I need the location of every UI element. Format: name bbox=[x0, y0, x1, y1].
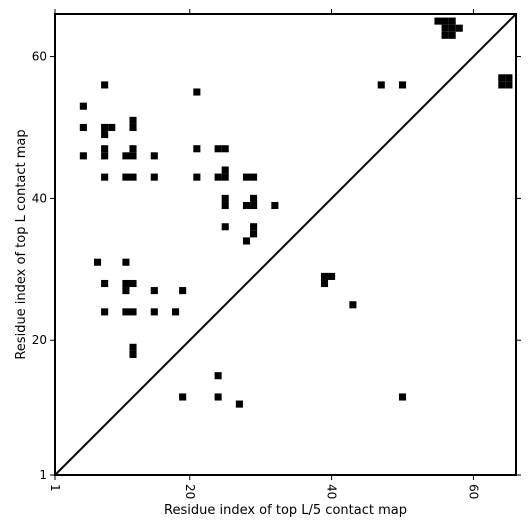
contact-cell bbox=[101, 173, 109, 181]
contact-cell bbox=[242, 173, 251, 181]
contact-cell bbox=[398, 81, 407, 89]
y-tick-label: 60 bbox=[32, 50, 47, 64]
contact-cell bbox=[221, 166, 229, 174]
contact-cell bbox=[193, 88, 201, 96]
contact-cell bbox=[150, 308, 158, 316]
contact-cell bbox=[221, 201, 229, 210]
contact-cell bbox=[101, 123, 109, 132]
contact-cell bbox=[448, 24, 456, 32]
contact-cell bbox=[150, 152, 158, 160]
contact-cell bbox=[179, 287, 187, 295]
contact-cell bbox=[221, 173, 229, 181]
contact-cell bbox=[101, 152, 109, 160]
contact-cell bbox=[129, 123, 137, 132]
contact-cell bbox=[441, 24, 449, 32]
contact-cell bbox=[193, 173, 201, 181]
contact-cell bbox=[179, 393, 187, 401]
contact-cell bbox=[250, 194, 258, 202]
contact-cell bbox=[129, 343, 137, 351]
contact-cell bbox=[214, 372, 222, 380]
contact-cell bbox=[129, 279, 137, 288]
diagonal-line bbox=[54, 13, 517, 476]
contact-cell bbox=[122, 258, 130, 266]
contact-cell bbox=[398, 393, 407, 401]
contact-cell bbox=[498, 81, 506, 89]
contact-cell bbox=[122, 308, 130, 316]
contact-cell bbox=[214, 393, 222, 401]
contact-cell bbox=[349, 301, 357, 309]
contact-cells bbox=[79, 17, 513, 408]
contact-cell bbox=[101, 308, 109, 316]
contact-cell bbox=[94, 258, 102, 266]
contact-cell bbox=[242, 237, 251, 245]
contact-cell bbox=[122, 279, 130, 288]
y-tick-label: 40 bbox=[32, 191, 47, 205]
x-tick-label: 60 bbox=[466, 484, 480, 499]
contact-cell bbox=[250, 201, 258, 210]
x-tick-label: 20 bbox=[183, 484, 197, 499]
contact-cell bbox=[250, 173, 258, 181]
contact-cell bbox=[129, 152, 137, 160]
plot-frame bbox=[54, 13, 517, 476]
contact-cell bbox=[441, 31, 449, 39]
contact-cell bbox=[434, 17, 442, 25]
contact-cell bbox=[129, 173, 137, 181]
contact-cell bbox=[129, 145, 137, 153]
contact-cell bbox=[108, 123, 116, 132]
contact-cell bbox=[101, 131, 109, 139]
contact-cell bbox=[441, 17, 449, 25]
contact-cell bbox=[129, 116, 137, 124]
contact-cell bbox=[101, 279, 109, 288]
contact-cell bbox=[455, 24, 463, 32]
contact-cell bbox=[122, 152, 130, 160]
contact-cell bbox=[122, 173, 130, 181]
contact-cell bbox=[122, 287, 130, 295]
contact-cell bbox=[101, 81, 109, 89]
contact-cell bbox=[221, 145, 229, 153]
contact-cell bbox=[448, 17, 456, 25]
x-tick-label: 1 bbox=[48, 484, 62, 492]
contact-cell bbox=[448, 31, 456, 39]
contact-cell bbox=[129, 350, 137, 358]
contact-cell bbox=[250, 223, 258, 231]
contact-cell bbox=[320, 279, 329, 288]
contact-cell bbox=[505, 74, 513, 82]
contact-cell bbox=[250, 230, 258, 238]
x-axis-label: Residue index of top L/5 contact map bbox=[164, 503, 407, 518]
contact-cell bbox=[505, 81, 513, 89]
y-axis-label: Residue index of top L contact map bbox=[14, 129, 29, 359]
contact-cell bbox=[221, 194, 229, 202]
contact-cell bbox=[172, 308, 180, 316]
x-tick-label: 40 bbox=[325, 484, 339, 499]
axis-ticks: 1 20 40 60 1 20 40 60 bbox=[32, 9, 521, 499]
contact-cell bbox=[101, 145, 109, 153]
contact-cell bbox=[79, 152, 87, 160]
contact-cell bbox=[235, 400, 243, 408]
contact-cell bbox=[150, 173, 158, 181]
contact-cell bbox=[328, 272, 336, 280]
contact-cell bbox=[498, 74, 506, 82]
contact-cell bbox=[221, 223, 229, 231]
contact-cell bbox=[214, 145, 222, 153]
contact-cell bbox=[193, 145, 201, 153]
y-tick-label: 1 bbox=[39, 468, 47, 482]
contact-cell bbox=[377, 81, 385, 89]
y-tick-label: 20 bbox=[32, 333, 47, 347]
contact-cell bbox=[79, 102, 87, 110]
contact-cell bbox=[214, 173, 222, 181]
contact-cell bbox=[242, 201, 251, 210]
contact-cell bbox=[129, 308, 137, 316]
contact-cell bbox=[79, 123, 87, 132]
contact-cell bbox=[150, 287, 158, 295]
contact-cell bbox=[271, 201, 279, 210]
contact-cell bbox=[320, 272, 329, 280]
